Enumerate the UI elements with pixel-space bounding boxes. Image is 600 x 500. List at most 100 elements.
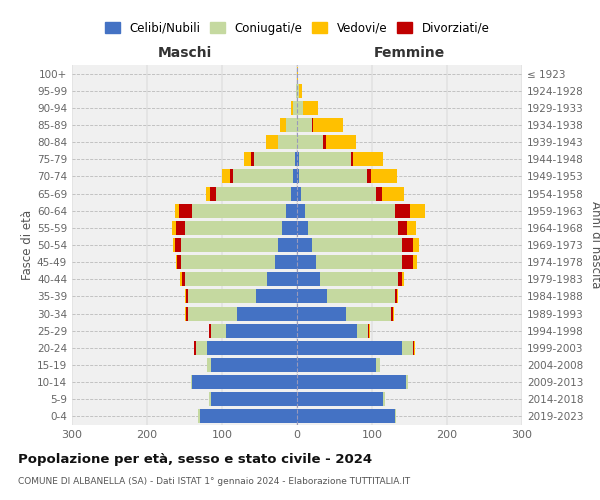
Bar — [397, 290, 398, 304]
Bar — [391, 306, 393, 320]
Bar — [291, 101, 293, 115]
Bar — [376, 358, 380, 372]
Bar — [185, 290, 186, 304]
Bar — [395, 410, 396, 424]
Bar — [206, 186, 210, 200]
Y-axis label: Anni di nascita: Anni di nascita — [589, 202, 600, 288]
Bar — [297, 221, 308, 235]
Bar — [301, 186, 376, 200]
Bar — [382, 186, 404, 200]
Bar — [186, 306, 188, 320]
Bar — [297, 186, 301, 200]
Bar — [413, 238, 419, 252]
Bar — [297, 410, 395, 424]
Bar — [297, 66, 298, 80]
Bar — [192, 375, 297, 389]
Bar — [181, 255, 275, 269]
Bar — [266, 135, 277, 149]
Bar — [186, 290, 188, 304]
Bar — [297, 118, 312, 132]
Bar — [256, 290, 297, 304]
Bar — [413, 255, 417, 269]
Bar — [293, 101, 297, 115]
Bar — [297, 152, 299, 166]
Bar — [278, 238, 297, 252]
Bar — [395, 204, 409, 218]
Bar — [297, 358, 376, 372]
Bar — [175, 238, 181, 252]
Bar — [353, 152, 383, 166]
Bar — [346, 306, 391, 320]
Bar — [211, 358, 297, 372]
Bar — [367, 170, 371, 183]
Bar — [299, 84, 302, 98]
Bar — [393, 306, 394, 320]
Bar — [295, 152, 297, 166]
Bar — [286, 118, 297, 132]
Bar — [402, 272, 404, 286]
Bar — [305, 204, 395, 218]
Bar — [369, 324, 370, 338]
Bar — [323, 135, 325, 149]
Bar — [413, 341, 414, 355]
Bar — [402, 238, 413, 252]
Bar — [297, 204, 305, 218]
Bar — [210, 186, 216, 200]
Bar — [383, 392, 385, 406]
Bar — [299, 152, 351, 166]
Bar — [297, 272, 320, 286]
Bar — [185, 221, 282, 235]
Bar — [402, 255, 413, 269]
Bar — [185, 272, 267, 286]
Bar — [191, 375, 192, 389]
Bar — [251, 152, 254, 166]
Bar — [278, 135, 297, 149]
Bar — [222, 170, 229, 183]
Bar — [368, 324, 369, 338]
Bar — [196, 341, 207, 355]
Bar — [211, 324, 226, 338]
Bar — [297, 101, 303, 115]
Bar — [194, 341, 196, 355]
Bar — [229, 170, 233, 183]
Bar — [226, 324, 297, 338]
Bar — [182, 272, 185, 286]
Bar — [209, 392, 211, 406]
Bar — [297, 170, 299, 183]
Bar — [320, 272, 398, 286]
Bar — [244, 152, 251, 166]
Bar — [198, 410, 199, 424]
Bar — [237, 306, 297, 320]
Bar — [192, 204, 286, 218]
Bar — [299, 170, 367, 183]
Bar — [357, 324, 368, 338]
Bar — [193, 341, 194, 355]
Bar — [216, 186, 291, 200]
Bar — [267, 272, 297, 286]
Bar — [398, 221, 407, 235]
Bar — [414, 341, 415, 355]
Bar — [407, 221, 416, 235]
Bar — [207, 341, 297, 355]
Bar — [293, 170, 297, 183]
Bar — [172, 221, 176, 235]
Bar — [185, 306, 186, 320]
Bar — [175, 204, 179, 218]
Bar — [297, 341, 402, 355]
Bar — [406, 375, 408, 389]
Bar — [275, 255, 297, 269]
Bar — [297, 255, 316, 269]
Bar — [351, 152, 353, 166]
Bar — [297, 135, 323, 149]
Bar — [308, 221, 398, 235]
Bar — [312, 118, 313, 132]
Bar — [296, 84, 297, 98]
Bar — [297, 306, 346, 320]
Bar — [280, 118, 286, 132]
Bar — [282, 221, 297, 235]
Bar — [297, 238, 312, 252]
Bar — [297, 84, 299, 98]
Bar — [409, 204, 425, 218]
Bar — [395, 290, 397, 304]
Bar — [325, 135, 355, 149]
